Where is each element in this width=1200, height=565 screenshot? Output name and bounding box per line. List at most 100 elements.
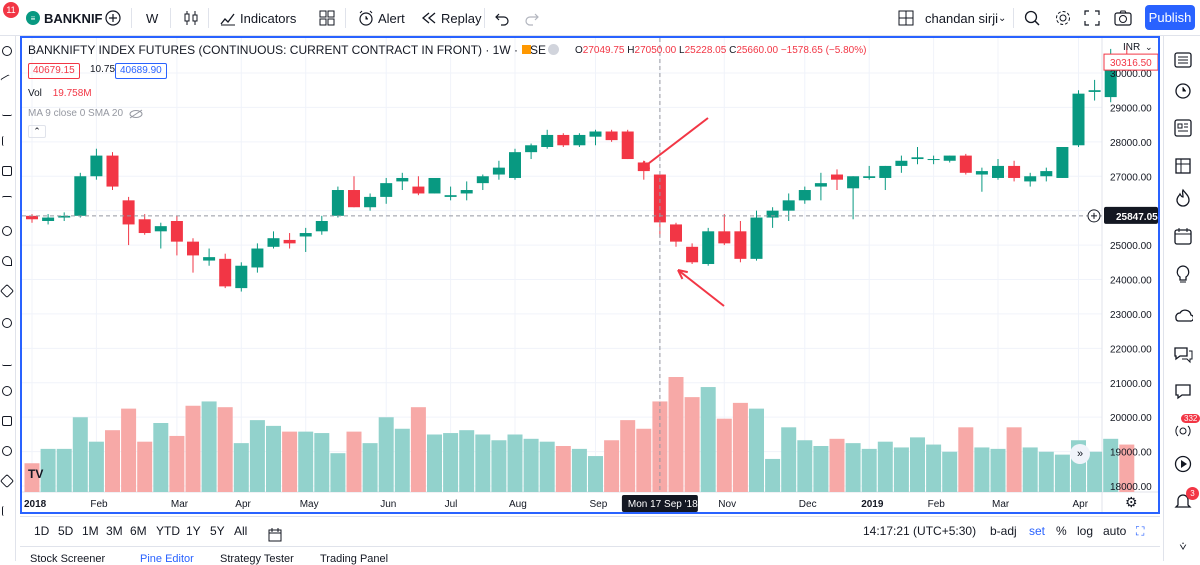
redo-button[interactable] (524, 0, 540, 36)
alert-button[interactable]: Alert (357, 0, 405, 36)
brush-tool-icon[interactable] (2, 196, 12, 206)
maximize-icon[interactable]: ⛶ (1136, 524, 1145, 538)
range-3m[interactable]: 3M (106, 524, 123, 538)
candle-body (122, 200, 135, 225)
candle-body (782, 200, 795, 211)
settlement-toggle[interactable]: set (1029, 524, 1046, 538)
forecast-tool-icon[interactable] (2, 166, 12, 176)
publish-button[interactable]: Publish (1145, 5, 1195, 30)
tab-trading-panel[interactable]: Trading Panel (320, 553, 389, 565)
back-adjustment-toggle[interactable]: b-adj (990, 524, 1017, 538)
range-5y[interactable]: 5Y (210, 524, 225, 538)
candle-body (927, 159, 940, 161)
scroll-right-button[interactable]: » (1070, 444, 1090, 464)
chats-icon[interactable] (1173, 344, 1193, 364)
clock-timezone[interactable]: 14:17:21 (UTC+5:30) (863, 524, 977, 538)
chart-title[interactable]: BANKNIFTY INDEX FUTURES (CONTINUOUS: CUR… (28, 43, 547, 57)
auto-scale-toggle[interactable]: auto (1103, 524, 1127, 538)
magnet-tool-icon[interactable] (2, 356, 12, 366)
data-window-icon[interactable] (1173, 156, 1193, 176)
calendar-icon[interactable] (1173, 226, 1193, 246)
chart-type-button[interactable] (182, 0, 200, 36)
range-1y[interactable]: 1Y (186, 524, 201, 538)
hidden-eye-icon[interactable] (129, 109, 143, 119)
range-1d[interactable]: 1D (34, 524, 50, 538)
search-button[interactable] (1023, 0, 1041, 36)
sell-price-box[interactable]: 40679.15 (28, 63, 80, 79)
lock-tool-icon[interactable] (2, 386, 12, 396)
tab-pine-editor[interactable]: Pine Editor (140, 553, 194, 565)
percent-scale-toggle[interactable]: % (1056, 524, 1067, 538)
range-6m[interactable]: 6M (130, 524, 147, 538)
indicators-button[interactable]: Indicators (219, 0, 296, 36)
chat-bubble-icon[interactable] (1173, 381, 1193, 401)
playback-circle-icon[interactable] (1173, 454, 1193, 474)
templates-button[interactable] (318, 0, 336, 36)
heart-icon[interactable] (2, 256, 12, 266)
chart-pane[interactable] (20, 36, 1160, 514)
go-to-date-button[interactable] (268, 524, 284, 542)
range-5d[interactable]: 5D (58, 524, 74, 538)
currency-chevron-icon[interactable]: ⌄ (1145, 42, 1153, 52)
compare-add-button[interactable] (104, 0, 122, 36)
flag-icon[interactable] (522, 45, 531, 54)
text-tool-icon[interactable] (2, 226, 12, 236)
layout-select-button[interactable] (897, 0, 915, 36)
tab-stock-screener[interactable]: Stock Screener (30, 553, 106, 565)
price-tick-label: 23000.00 (1110, 310, 1152, 321)
candle-body (74, 176, 87, 216)
ruler-tool-icon[interactable] (0, 283, 15, 299)
interval-button[interactable]: W (146, 10, 159, 26)
market-status-icon[interactable] (548, 44, 559, 55)
tab-strategy-tester[interactable]: Strategy Tester (220, 553, 294, 565)
fullscreen-button[interactable] (1084, 0, 1100, 36)
ma-legend[interactable]: MA 9 close 0 SMA 20 (28, 108, 143, 119)
buy-price-box[interactable]: 40689.90 (115, 63, 167, 79)
bell-icon[interactable] (1173, 491, 1193, 511)
pencil-tool-icon[interactable] (0, 473, 15, 489)
hotlists-flame-icon[interactable] (1173, 188, 1193, 208)
replay-button[interactable]: Replay (420, 0, 481, 36)
volume-bar (571, 448, 587, 492)
symbol-search[interactable]: ≡ BANKNIF (26, 0, 103, 36)
log-scale-toggle[interactable]: log (1077, 524, 1094, 538)
volume-legend[interactable]: Vol 19.758M (28, 88, 92, 99)
chevron-down-icon[interactable]: ⌄ (998, 12, 1007, 24)
help-icon[interactable]: ⩒ (1179, 538, 1187, 553)
volume-bar (378, 417, 394, 492)
ideas-lightbulb-icon[interactable] (1173, 264, 1193, 284)
watchlist-icon[interactable] (1173, 50, 1193, 70)
collapse-legend-button[interactable]: ⌃ (28, 125, 46, 138)
notification-badge[interactable]: 11 (3, 2, 19, 18)
settings-button[interactable] (1054, 0, 1072, 36)
streams-icon[interactable] (1173, 306, 1193, 326)
tradingview-logo-icon[interactable]: TV (28, 467, 44, 481)
trend-line-tool-icon[interactable] (0, 74, 14, 88)
news-icon[interactable] (1173, 118, 1193, 138)
zoom-tool-icon[interactable] (2, 318, 12, 328)
candlestick-chart[interactable]: 18000.00 19000.00 20000.00 21000.00 22000.00… (22, 38, 1158, 512)
currency-select[interactable]: INR (1123, 42, 1141, 53)
crosshair-tool-icon[interactable] (2, 46, 12, 56)
snapshot-button[interactable] (1113, 0, 1133, 36)
spread-value: 10.75 (90, 64, 116, 75)
time-tick-label: Mar (992, 499, 1010, 510)
trash-tool-icon[interactable] (2, 446, 12, 456)
alerts-clock-icon[interactable] (1173, 80, 1193, 100)
range-all[interactable]: All (234, 524, 248, 538)
axis-settings-gear-icon[interactable]: ⚙ (1125, 494, 1138, 510)
volume-bar (394, 428, 410, 492)
candle-body (428, 177, 441, 194)
notifications-broadcast-icon[interactable] (1173, 421, 1193, 441)
templates-grid-icon (319, 10, 335, 26)
fib-tool-icon[interactable] (2, 106, 12, 116)
range-ytd[interactable]: YTD (156, 524, 180, 538)
volume-bar (974, 447, 990, 492)
candle-body (203, 257, 216, 261)
pattern-tool-icon[interactable] (2, 136, 12, 146)
range-1m[interactable]: 1M (82, 524, 99, 538)
collapse-toolbar-icon[interactable] (2, 506, 12, 516)
undo-button[interactable] (494, 0, 510, 36)
layout-name[interactable]: chandan sirji (925, 10, 998, 26)
eye-tool-icon[interactable] (2, 416, 12, 426)
